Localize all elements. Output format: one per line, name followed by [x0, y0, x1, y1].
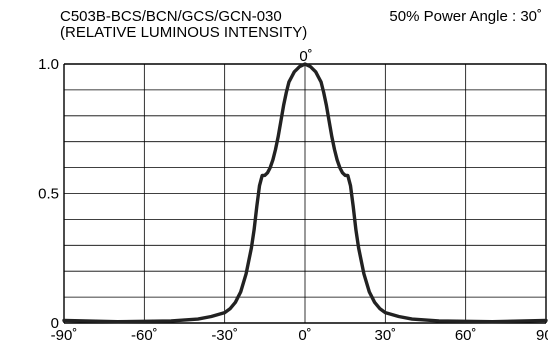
power-angle-label: 50% Power Angle : 30˚ [389, 8, 542, 25]
x-tick-label: 60˚ [455, 327, 477, 344]
x-tick-label: -60˚ [131, 327, 158, 344]
y-tick-labels: 1.0 0.5 0 [38, 56, 59, 332]
y-tick-label: 0.5 [38, 186, 59, 203]
chart-title: C503B-BCS/BCN/GCS/GCN-030 [60, 8, 282, 25]
intensity-curve [62, 62, 548, 324]
data-series [62, 62, 548, 324]
x-tick-label: -90˚ [51, 327, 78, 344]
x-tick-label: -30˚ [211, 327, 238, 344]
x-tick-label: 90˚ [536, 327, 548, 344]
x-tick-label: 30˚ [374, 327, 396, 344]
y-tick-label: 1.0 [38, 56, 59, 73]
y-tick-label: 0 [51, 315, 59, 332]
peak-angle-label: 0˚ [299, 48, 312, 65]
x-tick-label: 0˚ [298, 327, 311, 344]
chart-subtitle: (RELATIVE LUMINOUS INTENSITY) [60, 24, 307, 41]
grid [63, 63, 547, 324]
x-tick-labels: -90˚ -60˚ -30˚ 0˚ 30˚ 60˚ 90˚ [51, 327, 548, 344]
